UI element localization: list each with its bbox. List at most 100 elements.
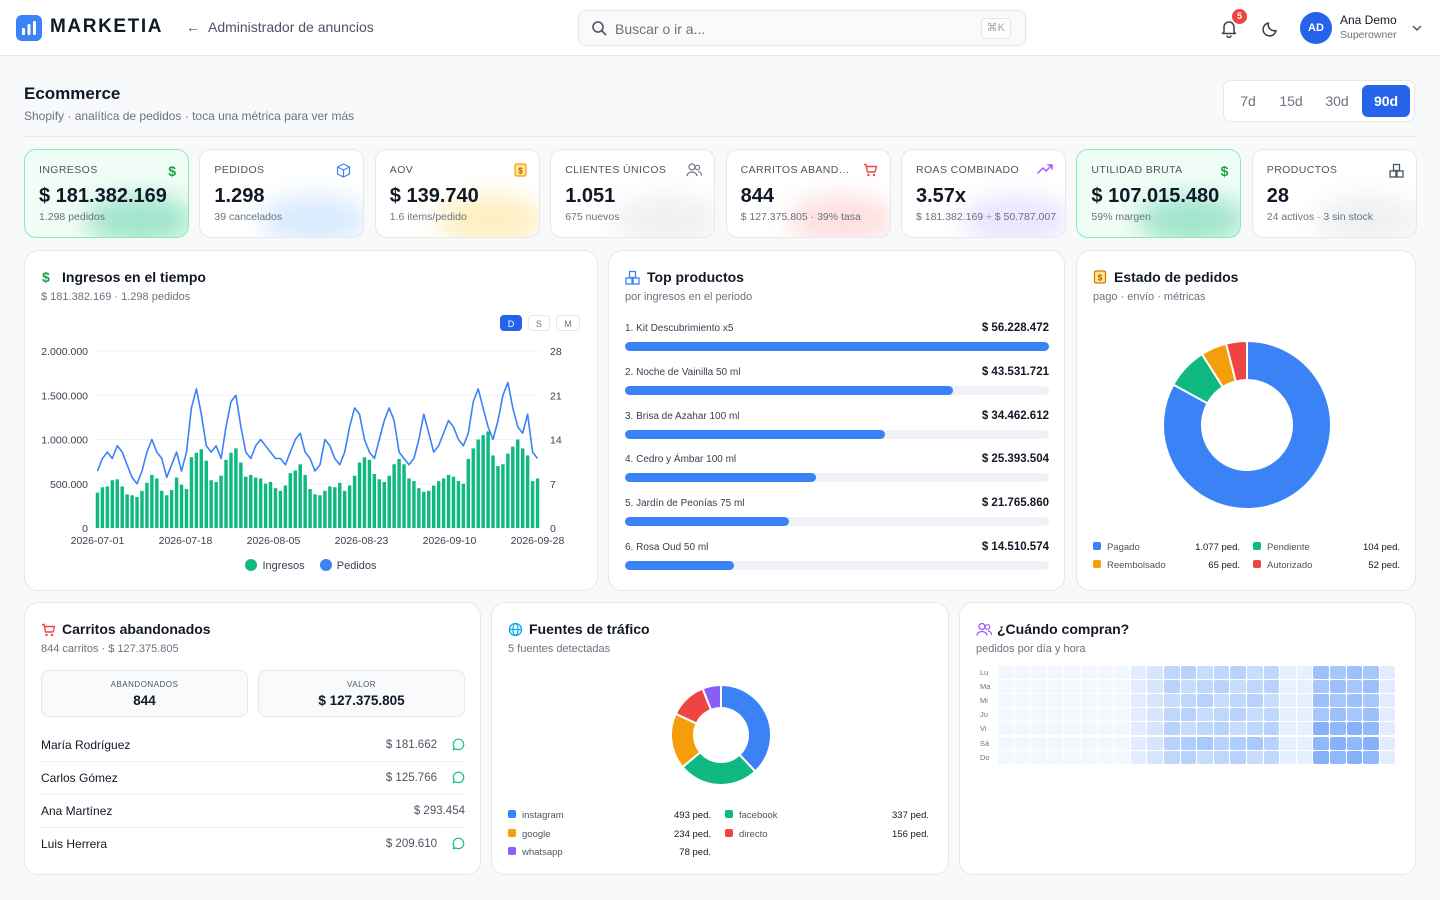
heatmap-cell[interactable] [1313,708,1329,722]
heatmap-cell[interactable] [998,736,1014,750]
heatmap-cell[interactable] [1014,708,1031,722]
heatmap-cell[interactable] [1363,722,1379,736]
heatmap-cell[interactable] [1213,708,1230,722]
revenue-bar[interactable] [466,458,471,528]
top-product-row[interactable]: 6. Rosa Oud 50 ml $ 14.510.574 [625,541,1049,572]
heatmap-cell[interactable] [1047,708,1064,722]
heatmap-cell[interactable] [1197,680,1213,694]
revenue-bar[interactable] [402,464,406,528]
heatmap-cell[interactable] [998,708,1014,722]
heatmap-cell[interactable] [1346,694,1363,708]
moon-icon[interactable] [1262,19,1280,37]
heatmap-cell[interactable] [1230,750,1246,764]
heatmap-cell[interactable] [1147,750,1163,764]
heatmap-cell[interactable] [1213,694,1230,708]
heatmap-cell[interactable] [1296,750,1313,764]
heatmap-cell[interactable] [1296,722,1313,736]
revenue-bar[interactable] [278,490,283,528]
heatmap-cell[interactable] [1064,750,1080,764]
heatmap-cell[interactable] [1130,750,1147,764]
traffic-slice-whatsapp[interactable] [701,683,722,712]
revenue-bar[interactable] [273,488,278,528]
revenue-bar[interactable] [229,452,233,528]
heatmap-cell[interactable] [1363,666,1379,679]
kpi-card-roas[interactable]: ROAS COMBINADO 3.57x $ 181.382.169 ÷ $ 5… [901,149,1066,238]
heatmap-cell[interactable] [1346,750,1363,764]
revenue-bar[interactable] [214,481,218,528]
heatmap-cell[interactable] [1379,722,1396,736]
status-legend-item[interactable]: Pendiente [1253,542,1310,553]
status-legend-item[interactable]: Autorizado [1253,560,1312,571]
heatmap-cell[interactable] [1313,694,1329,708]
heatmap-cell[interactable] [1130,722,1147,736]
revenue-bar[interactable] [436,481,441,528]
heatmap-cell[interactable] [1014,750,1031,764]
heatmap-cell[interactable] [1230,694,1246,708]
brand-logo[interactable] [16,15,42,41]
heatmap-cell[interactable] [1147,736,1163,750]
revenue-bar[interactable] [179,484,184,528]
heatmap-cell[interactable] [1346,708,1363,722]
revenue-bar[interactable] [169,489,174,528]
heatmap-cell[interactable] [1081,736,1097,750]
top-product-row[interactable]: 4. Cedro y Ámbar 100 ml $ 25.393.504 [625,453,1049,484]
heatmap-cell[interactable] [1014,722,1031,736]
heatmap-cell[interactable] [1047,694,1064,708]
revenue-bar[interactable] [471,448,475,528]
heatmap-cell[interactable] [1197,722,1213,736]
heatmap-cell[interactable] [1280,736,1296,750]
revenue-bar[interactable] [520,448,525,528]
heatmap-cell[interactable] [998,680,1014,694]
kpi-card-unique-customers[interactable]: CLIENTES ÚNICOS 1.051 675 nuevos [550,149,716,238]
heatmap-cell[interactable] [1346,666,1363,679]
revenue-bar[interactable] [382,481,386,528]
status-legend-item[interactable]: Pagado [1093,542,1140,553]
range-15d-button[interactable]: 15d [1279,93,1303,109]
revenue-bar[interactable] [268,481,273,528]
heatmap-cell[interactable] [1363,750,1379,764]
revenue-bar[interactable] [407,478,411,528]
heatmap-cell[interactable] [1363,694,1379,708]
revenue-bar[interactable] [174,477,179,528]
heatmap-cell[interactable] [1164,680,1180,694]
revenue-bar[interactable] [303,474,307,528]
revenue-bar[interactable] [417,488,421,528]
heatmap-cell[interactable] [1114,708,1130,722]
heatmap-cell[interactable] [1330,736,1346,750]
heatmap-cell[interactable] [1097,708,1114,722]
top-product-row[interactable]: 2. Noche de Vainilla 50 ml $ 43.531.721 [625,366,1049,397]
revenue-bar[interactable] [105,486,110,528]
heatmap-cell[interactable] [1330,666,1346,679]
heatmap-cell[interactable] [1114,694,1130,708]
heatmap-cell[interactable] [1330,750,1346,764]
heatmap-cell[interactable] [1031,722,1047,736]
heatmap-cell[interactable] [1047,666,1064,679]
heatmap-cell[interactable] [1081,750,1097,764]
revenue-bar[interactable] [431,485,436,528]
top-product-row[interactable]: 3. Brisa de Azahar 100 ml $ 34.462.612 [625,410,1049,441]
heatmap-cell[interactable] [1230,666,1246,679]
kpi-card-products[interactable]: PRODUCTOS 28 24 activos · 3 sin stock [1251,149,1417,238]
heatmap-cell[interactable] [1247,750,1263,764]
revenue-bar[interactable] [323,490,327,528]
heatmap-cell[interactable] [1031,694,1047,708]
heatmap-cell[interactable] [1379,708,1396,722]
heatmap-cell[interactable] [1346,722,1363,736]
heatmap-cell[interactable] [1164,750,1180,764]
user-name[interactable]: Ana Demo [1340,13,1397,27]
heatmap-cell[interactable] [1180,736,1197,750]
heatmap-cell[interactable] [1313,736,1329,750]
heatmap-cell[interactable] [1147,666,1163,679]
heatmap-cell[interactable] [1097,666,1114,679]
heatmap-cell[interactable] [1130,694,1147,708]
revenue-bar[interactable] [308,489,312,528]
status-slice-pagado[interactable] [1162,339,1332,510]
heatmap-cell[interactable] [1213,722,1230,736]
kpi-card-revenue[interactable]: INGRESOS $ 181.382.169 1.298 pedidos $ [24,149,189,238]
heatmap-cell[interactable] [1031,680,1047,694]
heatmap-cell[interactable] [1230,722,1246,736]
revenue-bar[interactable] [199,449,204,528]
heatmap-cell[interactable] [1097,694,1114,708]
whatsapp-icon[interactable] [452,771,465,784]
heatmap-cell[interactable] [1280,694,1296,708]
